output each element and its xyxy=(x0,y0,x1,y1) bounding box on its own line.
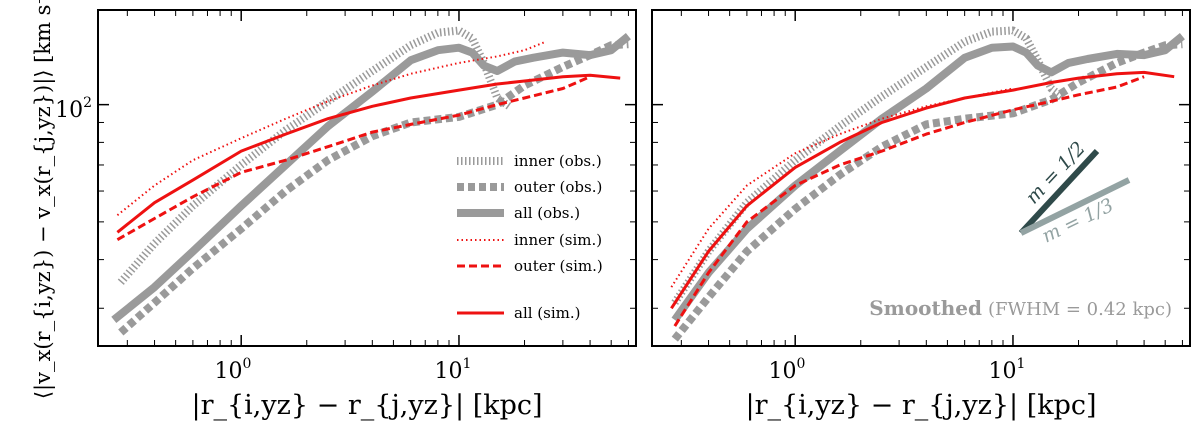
left-xtick-label-10: 101 xyxy=(435,356,472,384)
right-series-inner-obs xyxy=(671,26,1066,305)
smoothed-bold: Smoothed xyxy=(869,296,982,320)
right-xtick-label-10: 101 xyxy=(989,356,1026,384)
right-series-outer-sim xyxy=(673,75,1145,327)
legend: inner (obs.) outer (obs.) all (obs.) inn… xyxy=(457,152,603,322)
left-series-outer-sim xyxy=(116,75,591,242)
right-x-axis-label: |r_{i,yz} − r_{j,yz}| [kpc] xyxy=(745,390,1096,421)
left-ytick-label-100: 102 xyxy=(55,95,92,123)
legend-item-all-sim: all (sim.) xyxy=(457,304,581,322)
right-ticks-layer xyxy=(652,10,1190,346)
right-x-tick-labels: 100 101 xyxy=(769,356,1026,384)
y-axis-label: ⟨|v_x(r_{i,yz}) − v_x(r_{j,yz})|⟩ [km s⁻… xyxy=(31,0,56,399)
left-series-layer xyxy=(111,26,631,336)
left-ticks-layer xyxy=(98,10,636,346)
left-series-outer-obs xyxy=(118,40,629,336)
left-x-tick-labels: 100 101 xyxy=(215,356,472,384)
slope-guides: m = 1/2 m = 1/3 xyxy=(1018,137,1131,247)
right-panel: 100 101 |r_{i,yz} − r_{j,yz}| [kpc] m = … xyxy=(651,9,1191,421)
left-series-inner-sim xyxy=(116,40,546,216)
right-series-outer-obs xyxy=(671,40,1183,342)
legend-item-outer-obs: outer (obs.) xyxy=(457,178,602,196)
left-series-inner-obs xyxy=(117,26,512,285)
slope-third-line xyxy=(1019,177,1131,236)
right-series-all-obs xyxy=(671,33,1185,323)
legend-label-all-obs: all (obs.) xyxy=(514,204,580,222)
legend-item-outer-sim: outer (sim.) xyxy=(457,257,603,275)
right-xtick-label-1: 100 xyxy=(769,356,806,384)
right-series-layer xyxy=(670,26,1185,342)
left-series-all-sim xyxy=(116,73,621,234)
left-x-axis-label: |r_{i,yz} − r_{j,yz}| [kpc] xyxy=(191,390,542,421)
smoothed-detail: (FWHM = 0.42 kpc) xyxy=(988,299,1172,320)
right-panel-frame xyxy=(651,9,1191,347)
legend-label-outer-obs: outer (obs.) xyxy=(514,178,602,196)
legend-label-inner-sim: inner (sim.) xyxy=(514,231,602,249)
legend-item-all-obs: all (obs.) xyxy=(457,204,580,222)
legend-label-inner-obs: inner (obs.) xyxy=(514,152,602,170)
legend-label-all-sim: all (sim.) xyxy=(514,304,581,322)
left-xtick-label-1: 100 xyxy=(215,356,252,384)
legend-item-inner-sim: inner (sim.) xyxy=(457,231,602,249)
legend-item-inner-obs: inner (obs.) xyxy=(457,152,602,170)
left-panel: 100 101 102 |r_{i,yz} − r_{j,yz}| [kpc] … xyxy=(55,9,637,421)
slope-half-line xyxy=(1018,148,1100,236)
left-panel-frame xyxy=(97,9,637,347)
smoothed-annotation: Smoothed (FWHM = 0.42 kpc) xyxy=(869,296,1172,320)
right-series-all-sim xyxy=(670,70,1175,310)
legend-label-outer-sim: outer (sim.) xyxy=(514,257,603,275)
left-series-all-obs xyxy=(111,33,631,324)
